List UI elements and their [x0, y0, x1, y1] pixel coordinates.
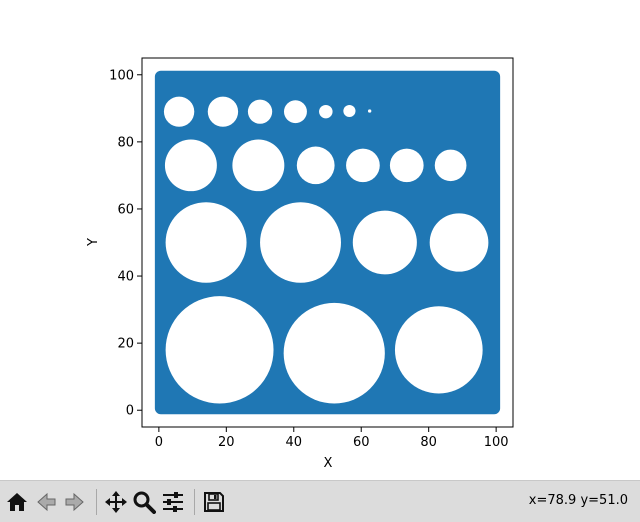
- hole-circle: [367, 109, 372, 113]
- pan-button[interactable]: [103, 488, 129, 516]
- hole-circle: [296, 146, 335, 185]
- zoom-button[interactable]: [131, 488, 157, 516]
- back-arrow-icon: [37, 492, 56, 512]
- hole-circle: [319, 104, 333, 119]
- y-tick-label: 100: [109, 68, 134, 83]
- hole-circle: [343, 104, 356, 118]
- y-axis-label: Y: [86, 238, 101, 247]
- x-tick-label: 0: [155, 435, 163, 450]
- x-tick-label: 100: [484, 435, 509, 450]
- forward-arrow-icon: [65, 492, 84, 512]
- hole-circle: [165, 296, 274, 404]
- hole-circle: [247, 99, 273, 124]
- y-tick-label: 0: [126, 404, 134, 419]
- x-tick-label: 80: [420, 435, 437, 450]
- hole-circle: [394, 306, 483, 394]
- hole-circle: [207, 96, 239, 127]
- toolbar-separator: [194, 489, 195, 515]
- pan-move-icon: [105, 491, 127, 513]
- forward-button[interactable]: [62, 488, 88, 516]
- home-icon: [7, 493, 27, 511]
- cursor-coordinates: x=78.9 y=51.0: [528, 493, 628, 508]
- axes-frame: [141, 57, 514, 428]
- hole-circle: [346, 148, 380, 183]
- home-button[interactable]: [4, 488, 30, 516]
- hole-circle: [434, 149, 467, 182]
- toolbar: x=78.9 y=51.0: [0, 480, 640, 522]
- toolbar-separator: [96, 489, 97, 515]
- hole-circle: [260, 202, 341, 283]
- axis-ticks: 0 20 40 60 80 100 0 20 40 60 80 100: [109, 68, 508, 450]
- hole-circle: [389, 148, 424, 183]
- hole-circle: [283, 302, 385, 404]
- back-button[interactable]: [33, 488, 59, 516]
- hole-circle: [429, 213, 489, 272]
- configure-button[interactable]: [160, 488, 186, 516]
- hole-circle: [163, 96, 195, 127]
- hole-circle: [165, 202, 247, 283]
- y-tick-label: 60: [117, 202, 134, 217]
- x-tick-label: 40: [285, 435, 302, 450]
- x-axis-label: X: [324, 456, 333, 471]
- save-button[interactable]: [201, 488, 227, 516]
- chart: 0 20 40 60 80 100 0 20 40 60 80 100 X Y: [86, 57, 514, 471]
- hole-circle: [164, 139, 217, 192]
- x-tick-label: 60: [353, 435, 370, 450]
- zoom-magnifier-icon: [133, 491, 156, 514]
- save-floppy-icon: [204, 492, 224, 512]
- hole-circle: [232, 139, 285, 192]
- configure-sliders-icon: [163, 492, 183, 512]
- figure-canvas[interactable]: 0 20 40 60 80 100 0 20 40 60 80 100 X Y: [0, 0, 640, 480]
- hole-circle: [283, 100, 307, 124]
- plot-area: [141, 57, 514, 428]
- y-tick-label: 20: [117, 337, 134, 352]
- y-tick-label: 80: [117, 135, 134, 150]
- y-tick-label: 40: [117, 270, 134, 285]
- x-tick-label: 20: [218, 435, 235, 450]
- hole-circle: [352, 210, 417, 275]
